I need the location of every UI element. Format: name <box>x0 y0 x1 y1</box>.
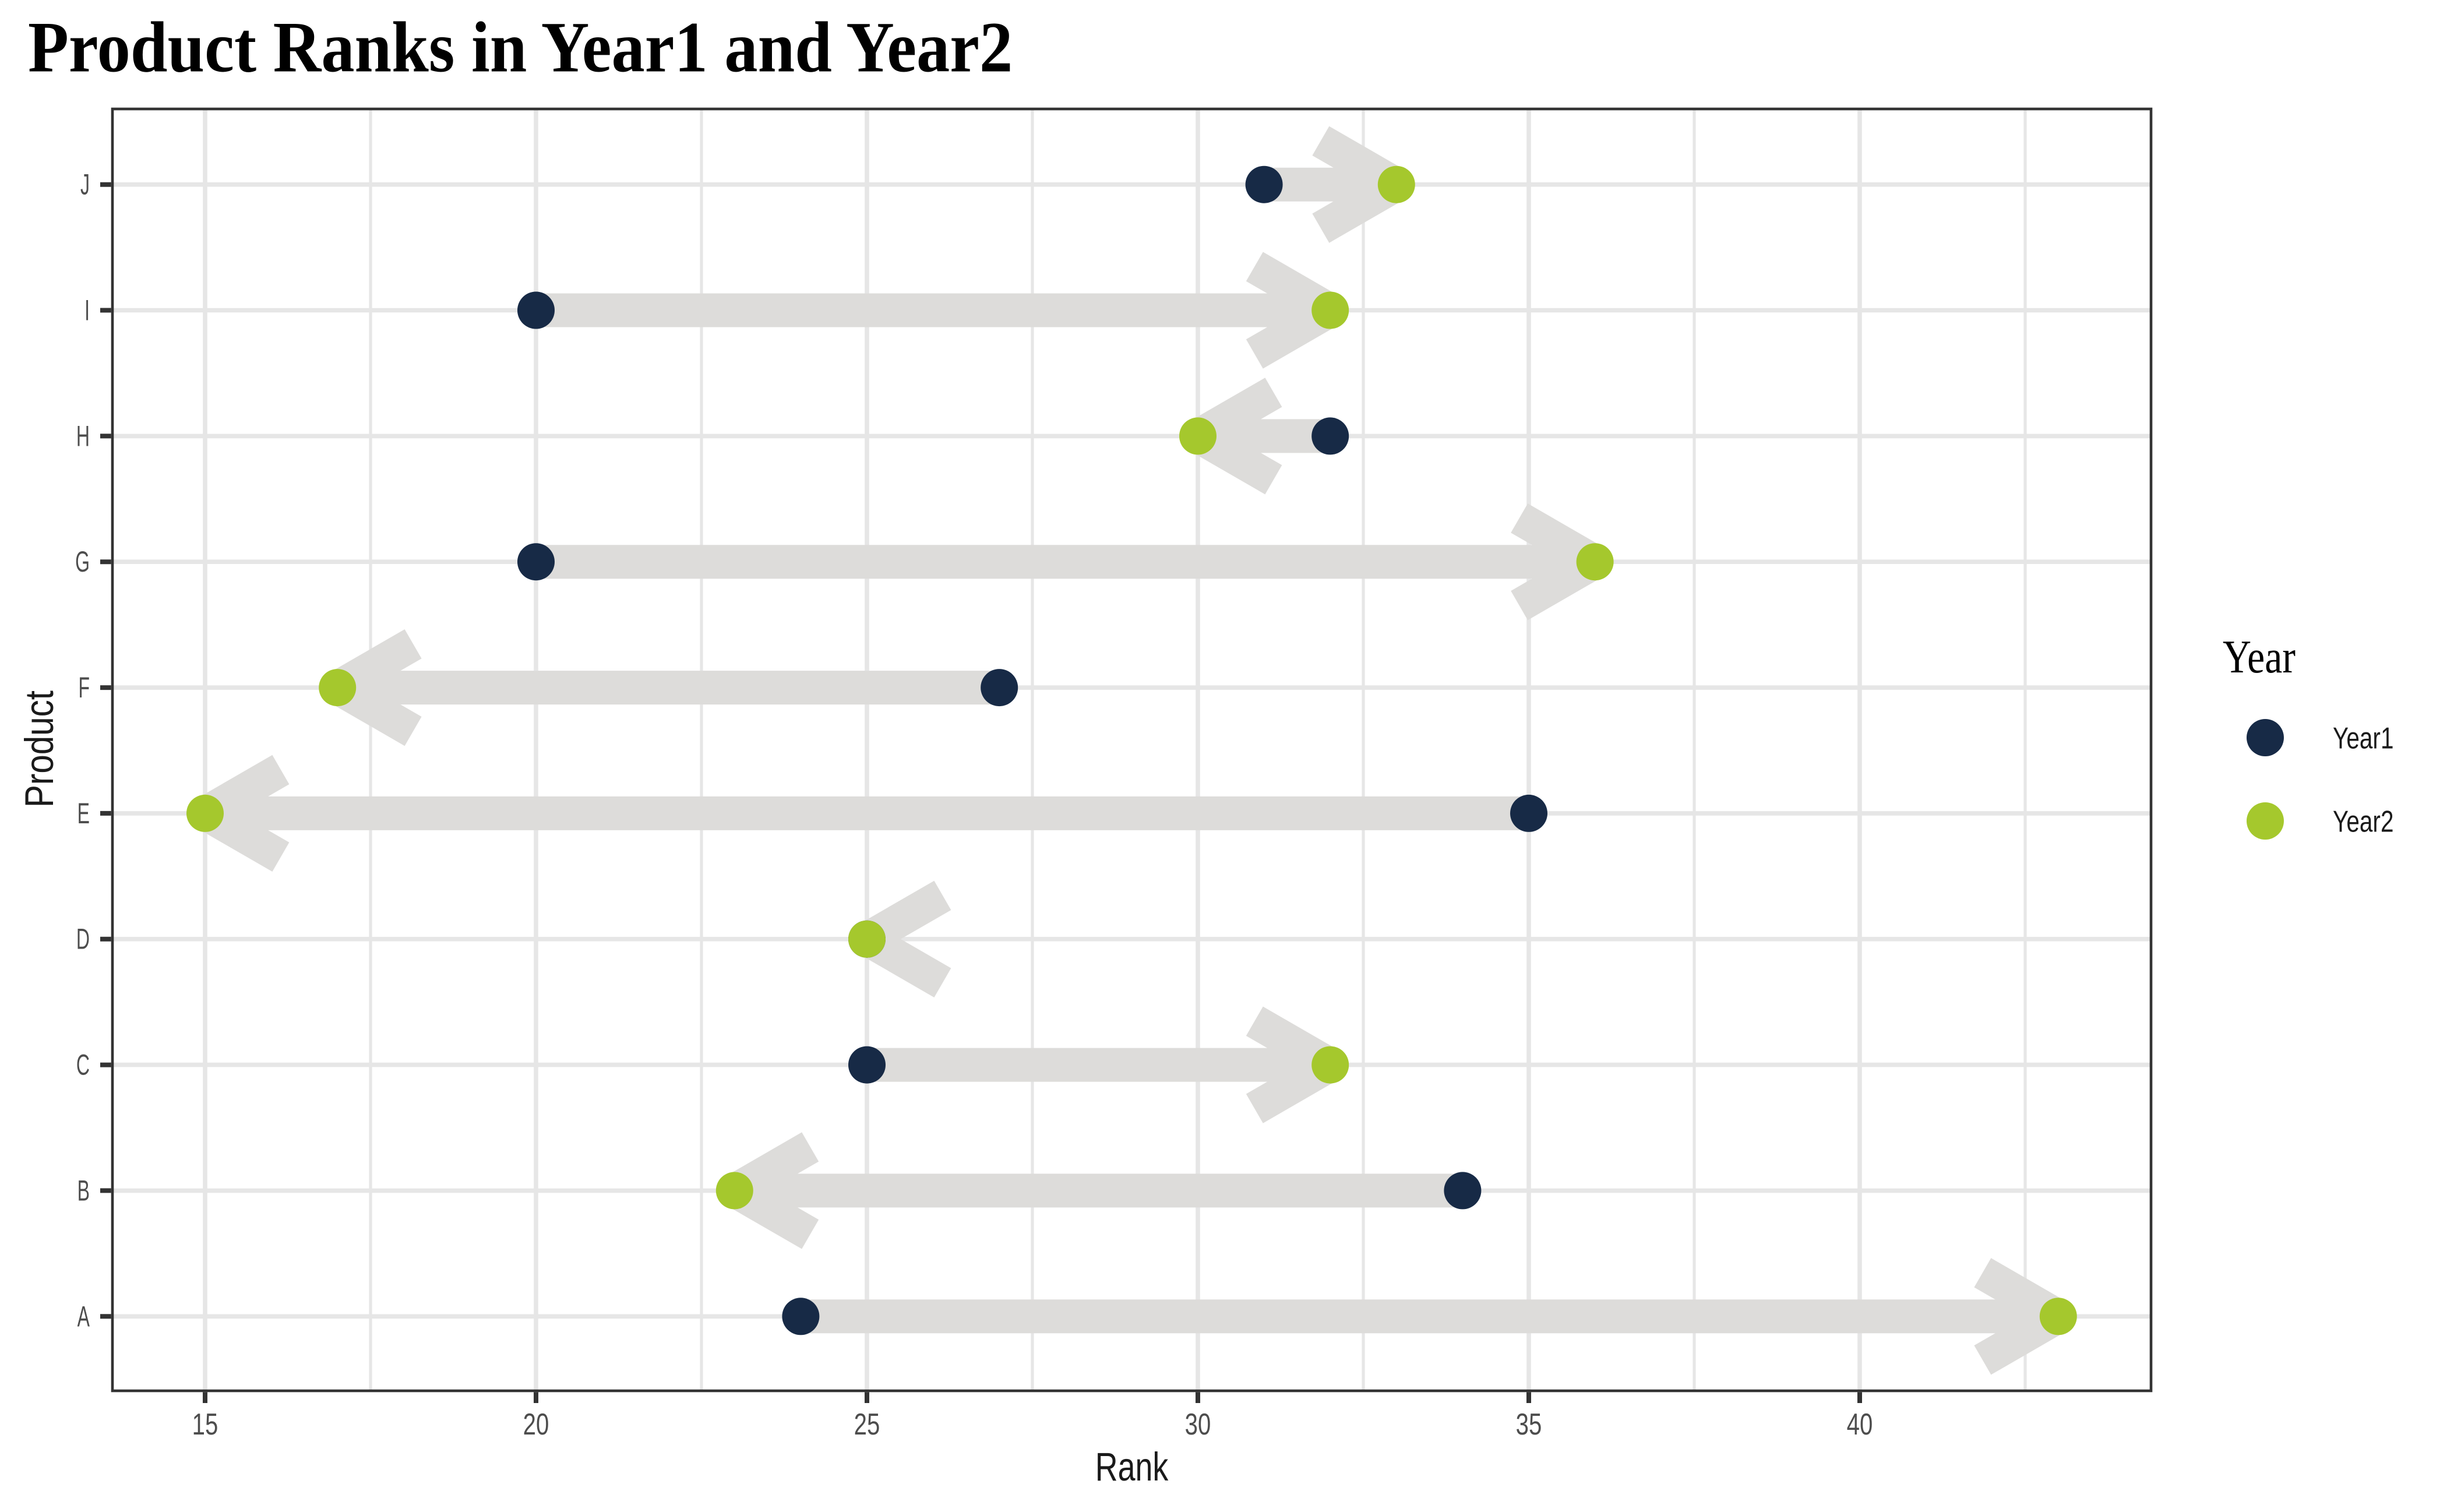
svg-text:25: 25 <box>854 1407 880 1441</box>
svg-text:20: 20 <box>523 1407 549 1441</box>
svg-text:Year2: Year2 <box>2333 805 2393 838</box>
svg-text:15: 15 <box>192 1407 218 1441</box>
svg-text:G: G <box>75 545 90 578</box>
svg-text:J: J <box>80 168 90 200</box>
svg-text:H: H <box>76 420 90 452</box>
svg-text:Product Ranks in Year1 and Yea: Product Ranks in Year1 and Year2 <box>28 7 1013 87</box>
svg-text:D: D <box>76 922 90 955</box>
svg-text:F: F <box>78 671 90 704</box>
svg-text:Product: Product <box>17 690 62 808</box>
svg-text:A: A <box>77 1300 90 1333</box>
svg-text:Year1: Year1 <box>2333 721 2393 755</box>
svg-text:B: B <box>77 1174 90 1207</box>
svg-text:30: 30 <box>1185 1407 1211 1441</box>
svg-text:I: I <box>84 294 90 326</box>
svg-text:Year: Year <box>2223 630 2296 683</box>
svg-text:40: 40 <box>1847 1407 1873 1441</box>
svg-text:Rank: Rank <box>1095 1445 1169 1490</box>
svg-text:E: E <box>77 797 90 830</box>
svg-text:C: C <box>76 1048 90 1081</box>
svg-text:35: 35 <box>1516 1407 1542 1441</box>
